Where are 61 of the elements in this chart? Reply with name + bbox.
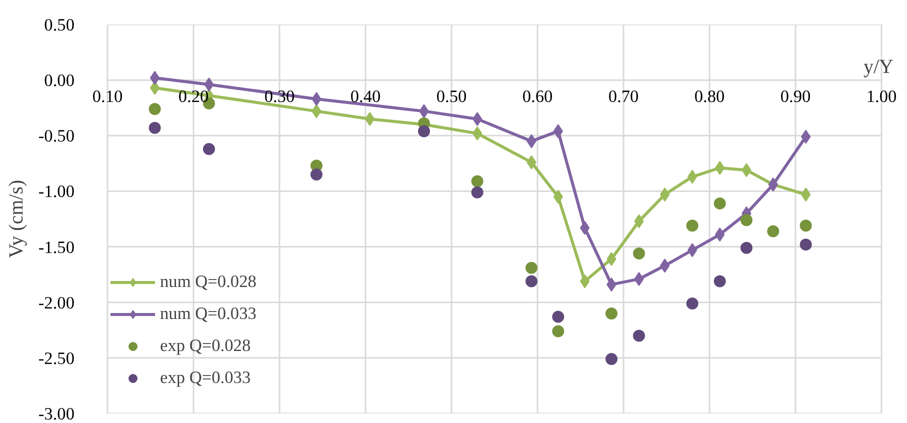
point xyxy=(687,243,698,258)
point xyxy=(714,197,726,210)
point xyxy=(800,130,811,144)
point xyxy=(687,170,698,184)
legend-label: exp Q=0.033 xyxy=(160,368,251,388)
point xyxy=(525,275,538,288)
x-axis-title: y/Y xyxy=(864,56,894,78)
point xyxy=(148,122,161,134)
point xyxy=(605,353,618,366)
point xyxy=(660,258,670,273)
y-tick-label: -2.50 xyxy=(38,348,75,368)
point xyxy=(418,125,430,138)
point xyxy=(800,220,812,232)
point xyxy=(686,297,698,310)
y-tick-label: 0.00 xyxy=(44,71,75,90)
x-tick-label: 1.00 xyxy=(866,87,897,106)
point xyxy=(767,225,780,238)
x-tick-label: 0.10 xyxy=(92,87,123,106)
point xyxy=(310,168,322,181)
y-tick-label: 0.50 xyxy=(44,16,75,34)
point xyxy=(471,175,484,188)
point xyxy=(552,325,564,338)
legend-label: num Q=0.033 xyxy=(160,304,256,324)
point xyxy=(364,112,375,126)
point xyxy=(714,275,726,288)
legend-label: exp Q=0.028 xyxy=(160,336,251,356)
point xyxy=(580,274,590,288)
point xyxy=(605,307,618,320)
point xyxy=(660,188,670,202)
legend-label: num Q=0.028 xyxy=(160,272,256,292)
point xyxy=(714,160,725,175)
x-tick-label: 0.40 xyxy=(350,87,381,106)
x-tick-label: 0.60 xyxy=(522,87,553,106)
x-tick-label: 0.70 xyxy=(608,87,639,106)
x-tick-label: 0.90 xyxy=(780,87,811,106)
point xyxy=(202,142,215,155)
y-tick-label: -1.00 xyxy=(38,182,75,202)
point xyxy=(150,80,160,95)
point xyxy=(632,247,645,260)
point xyxy=(472,112,482,126)
y-tick-label: -2.00 xyxy=(38,293,75,312)
point xyxy=(150,70,160,85)
point xyxy=(686,220,698,232)
point xyxy=(148,102,161,115)
y-tick-label: -1.50 xyxy=(38,238,75,257)
point xyxy=(471,186,484,198)
y-tick-label: -3.00 xyxy=(38,404,75,423)
y-tick-label: -0.50 xyxy=(38,126,75,146)
point xyxy=(580,220,590,235)
point xyxy=(740,214,752,226)
x-tick-label: 0.80 xyxy=(694,87,725,106)
point xyxy=(714,228,725,242)
point xyxy=(740,242,752,254)
point xyxy=(632,330,645,342)
point xyxy=(472,126,482,140)
point xyxy=(552,310,564,323)
point xyxy=(525,262,538,274)
y-axis-title: Vy (cm/s) xyxy=(5,180,28,258)
x-tick-label: 0.50 xyxy=(436,87,467,106)
point xyxy=(800,188,811,202)
point xyxy=(800,238,812,251)
